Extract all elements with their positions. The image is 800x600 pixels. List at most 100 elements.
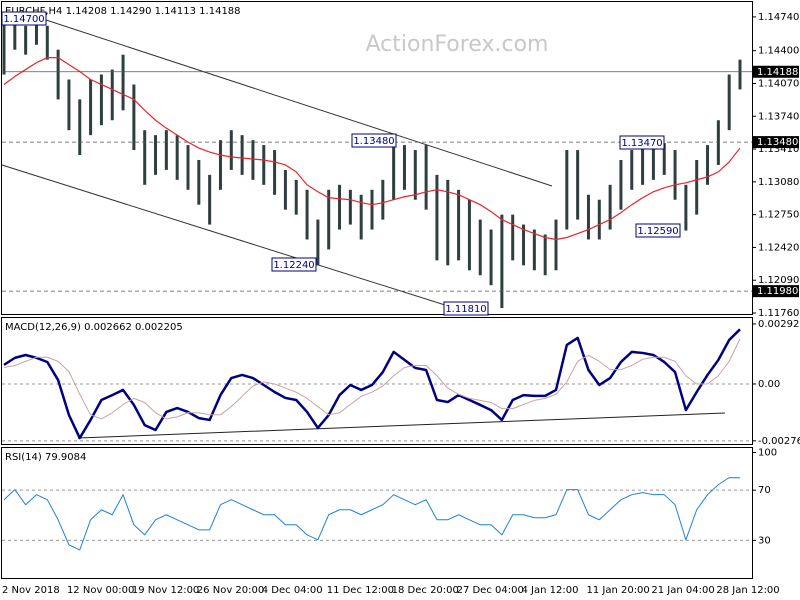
y-tick-label: 1.13740 [758, 111, 799, 122]
range-bar [489, 229, 493, 286]
range-bar [586, 194, 590, 240]
range-bar [359, 194, 363, 240]
range-bar [218, 140, 222, 190]
x-tick-label: 12 Nov 00:00 [67, 585, 134, 596]
x-tick-label: 28 Jan 12:00 [716, 585, 779, 596]
level-label-box [753, 136, 799, 149]
annotation: 1.13470 [621, 138, 662, 149]
range-bar [78, 99, 82, 156]
range-bar [132, 84, 136, 151]
range-bar [554, 219, 558, 271]
range-bar [164, 130, 168, 170]
annotation-box [635, 223, 681, 238]
range-bar [45, 25, 49, 60]
range-bar [716, 120, 720, 165]
level-label-box [753, 65, 799, 78]
range-bar [392, 142, 396, 200]
y-tick-label: 1.12750 [758, 210, 799, 221]
range-bar [467, 199, 471, 271]
range-bar [565, 150, 569, 230]
range-bar [597, 199, 601, 240]
range-bar [457, 189, 461, 261]
annotation: 1.12590 [637, 226, 678, 237]
x-tick-label: 26 Nov 20:00 [197, 585, 264, 596]
x-tick-label: 19 Nov 12:00 [132, 585, 199, 596]
line-series [3, 328, 741, 440]
range-bar [316, 219, 320, 266]
level-label-box [753, 285, 799, 298]
moving-average [3, 57, 741, 241]
annotation: 1.14700 [3, 14, 44, 25]
range-bar [662, 143, 666, 175]
y-tick-label: 1.14070 [758, 78, 799, 89]
range-bar [511, 214, 515, 261]
range-bar [262, 145, 266, 185]
annotation: 1.11810 [445, 304, 486, 315]
channel-lower [1, 164, 446, 306]
range-bar [283, 169, 287, 210]
level-label: 1.14188 [757, 67, 798, 78]
range-bar [338, 184, 342, 230]
range-bar [197, 159, 201, 205]
y-tick-label: 100 [758, 448, 777, 459]
range-bar [175, 135, 179, 180]
range-bar [684, 184, 688, 231]
range-bar [121, 54, 125, 111]
range-bar [630, 150, 634, 190]
x-tick-label: 27 Dec 04:00 [457, 585, 524, 596]
range-bar [24, 25, 28, 55]
x-tick-label: 11 Dec 12:00 [327, 585, 394, 596]
y-tick-label: 1.11760 [758, 308, 799, 319]
line-series [3, 338, 741, 420]
y-tick-label: 1.14740 [758, 12, 799, 23]
range-bar [370, 189, 374, 230]
range-bar [327, 189, 331, 250]
range-bar [446, 179, 450, 266]
y-tick-label: 30 [758, 535, 771, 546]
line-series [3, 477, 741, 551]
range-bar [89, 79, 93, 136]
x-tick-label: 21 Jan 04:00 [651, 585, 714, 596]
range-bar [522, 224, 526, 266]
x-tick-label: 4 Jan 12:00 [522, 585, 579, 596]
range-bar [381, 179, 385, 220]
x-tick-label: 11 Jan 20:00 [586, 585, 649, 596]
y-tick-label: -0.002765 [758, 436, 800, 447]
range-bar [738, 59, 742, 90]
range-bar [143, 130, 147, 185]
range-bar [608, 184, 612, 230]
range-bar [56, 49, 60, 100]
range-bar [208, 174, 212, 225]
range-bar [348, 189, 352, 225]
range-bar [273, 150, 277, 195]
annotation-box [351, 133, 397, 148]
range-bar [619, 159, 623, 210]
range-bar [695, 159, 699, 215]
range-bar [478, 219, 482, 276]
y-tick-label: 1.14400 [758, 46, 799, 57]
annotation-box [619, 135, 665, 150]
range-bar [500, 214, 504, 309]
macd-panel [1, 317, 753, 445]
range-bar [706, 145, 710, 185]
panel-title: EURCHF,H4 1.14208 1.14290 1.14113 1.1418… [5, 6, 241, 17]
price-panel [1, 1, 753, 315]
range-bar [651, 145, 655, 180]
range-bar [229, 130, 233, 170]
range-bar [240, 135, 244, 175]
watermark: ActionForex.com [366, 32, 549, 57]
y-tick-label: 1.13410 [758, 144, 799, 155]
y-tick-label: 1.12090 [758, 275, 799, 286]
y-tick-label: 0.00 [758, 379, 780, 390]
range-bar [413, 150, 417, 200]
x-tick-label: 18 Dec 20:00 [392, 585, 459, 596]
range-bar [2, 24, 6, 75]
panel-title: RSI(14) 79.9084 [5, 452, 86, 463]
panel-title: MACD(12,26,9) 0.002662 0.002205 [5, 322, 183, 333]
annotation: 1.12240 [273, 260, 314, 271]
rsi-panel [1, 447, 753, 579]
y-tick-label: 1.13080 [758, 177, 799, 188]
range-bar [251, 140, 255, 180]
annotation-box [271, 257, 317, 272]
